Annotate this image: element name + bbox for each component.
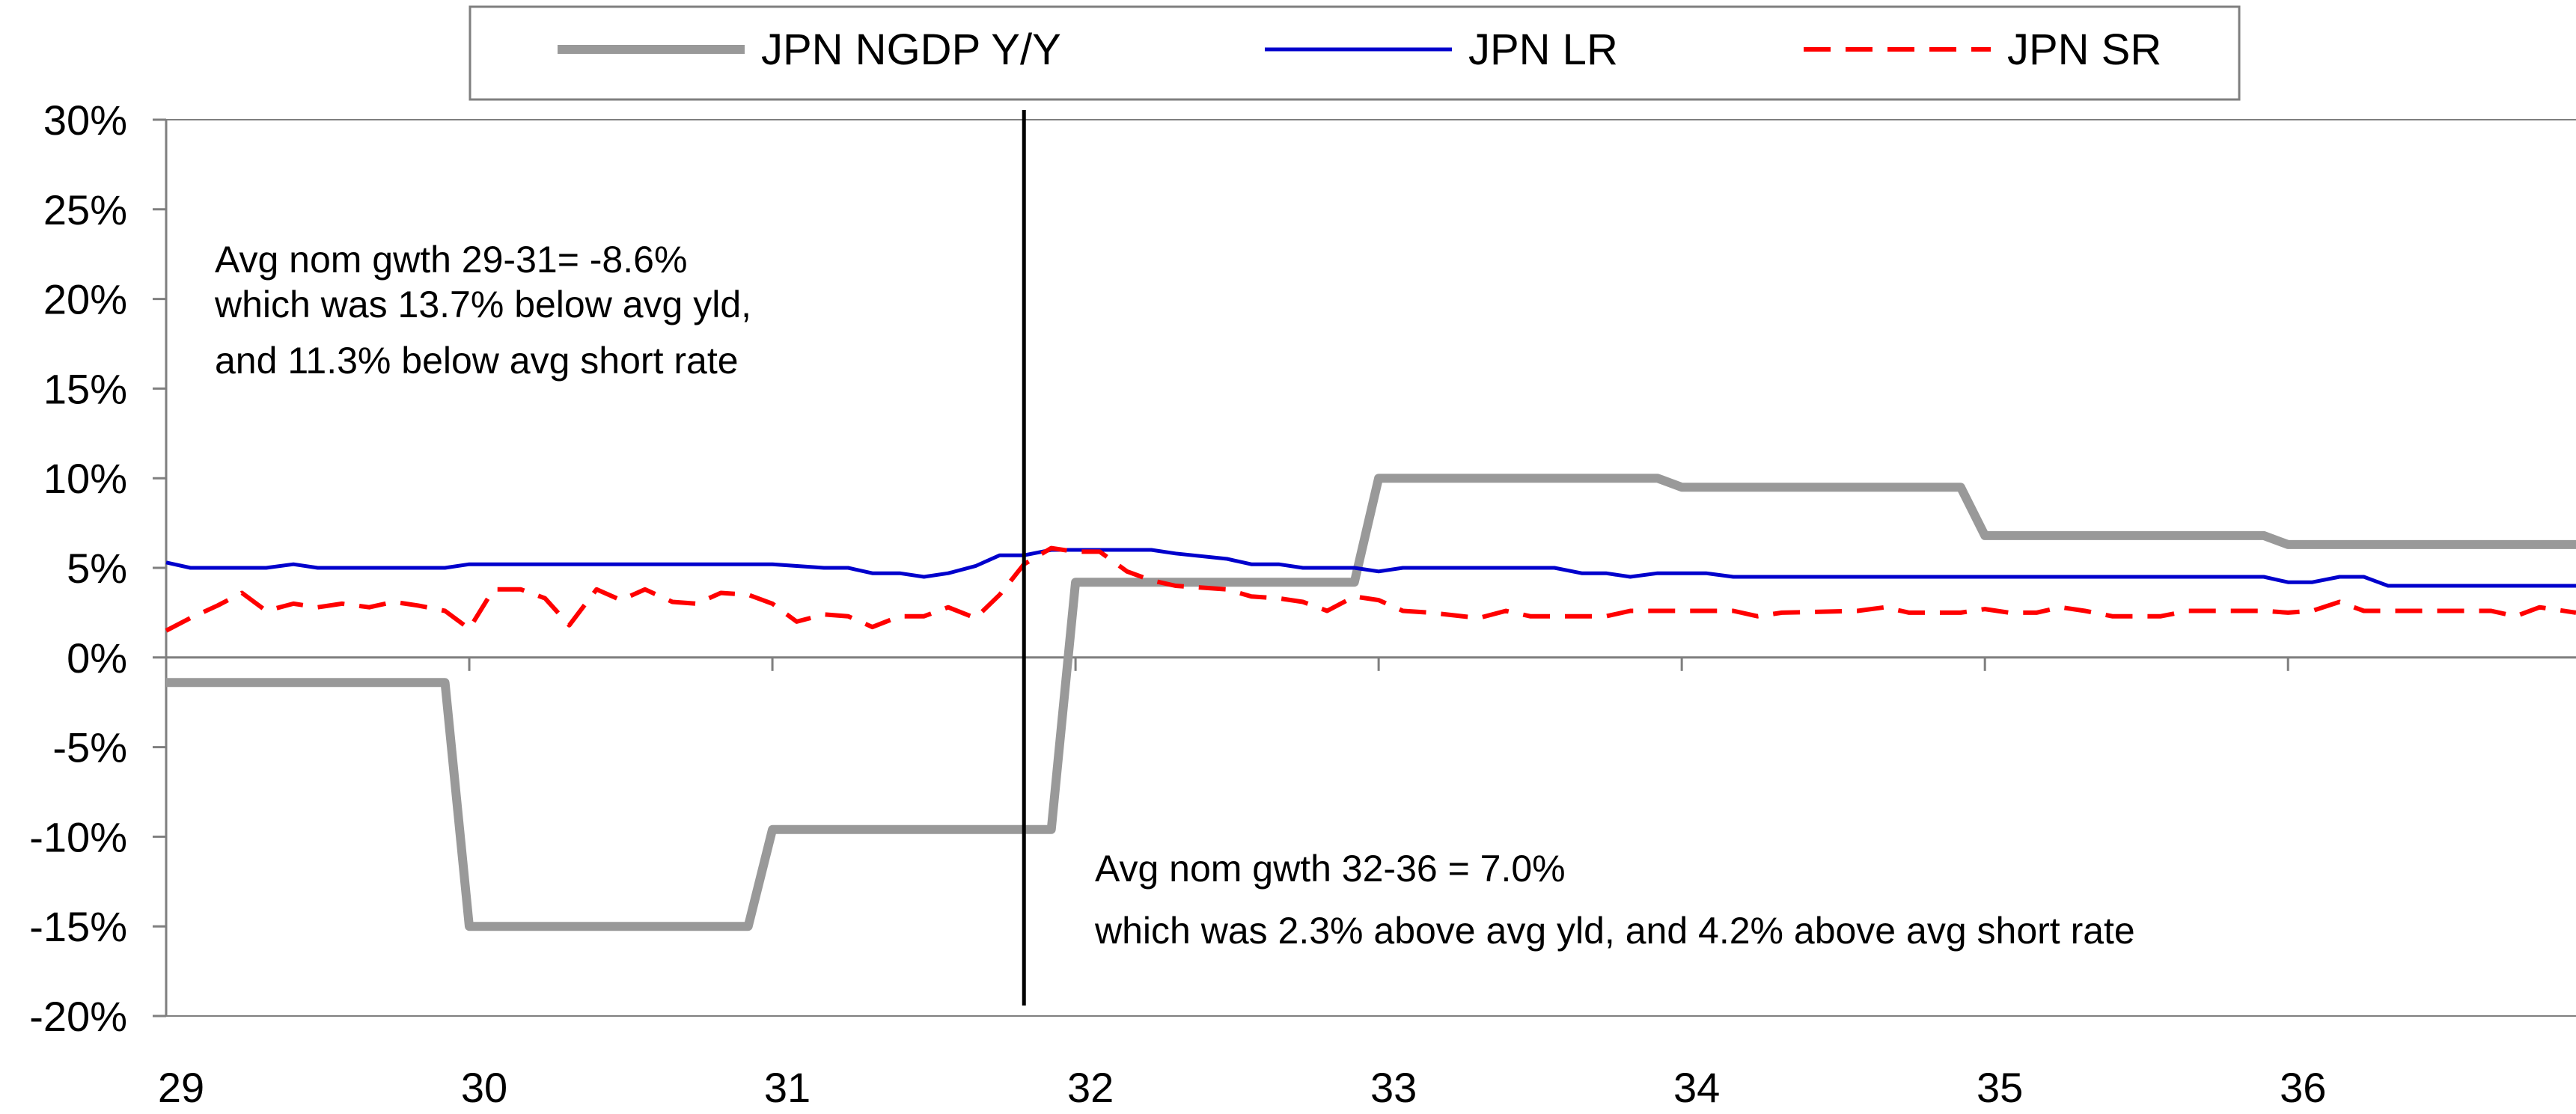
legend-label-ngdp: JPN NGDP Y/Y bbox=[761, 25, 1061, 74]
series-line-ngdp bbox=[166, 474, 2576, 931]
y-tick-label: 30% bbox=[43, 97, 127, 144]
x-tick-label: 31 bbox=[764, 1064, 811, 1111]
legend: JPN NGDP Y/Y JPN LR JPN SR bbox=[468, 5, 2241, 101]
y-tick-label: -20% bbox=[29, 993, 127, 1040]
x-tick-label: 36 bbox=[2280, 1064, 2326, 1111]
y-tick-label: 0% bbox=[67, 634, 127, 682]
x-tick-label: 34 bbox=[1673, 1064, 1720, 1111]
series-line-lr bbox=[165, 548, 2576, 588]
annotation-right: Avg nom gwth 32-36 = 7.0% which was 2.3%… bbox=[1094, 848, 2135, 952]
x-tick-label: 35 bbox=[1977, 1064, 2023, 1111]
annotation-right-line-1: Avg nom gwth 32-36 = 7.0% bbox=[1095, 848, 1566, 890]
annotation-left-line-1: Avg nom gwth 29-31= -8.6% bbox=[215, 239, 687, 281]
series-lines bbox=[165, 474, 2576, 931]
y-tick-label: 25% bbox=[43, 186, 127, 233]
x-tick-label: 30 bbox=[461, 1064, 507, 1111]
x-tick-label: 29 bbox=[158, 1064, 204, 1111]
y-tick-label: 20% bbox=[43, 276, 127, 323]
annotation-right-line-2: which was 2.3% above avg yld, and 4.2% a… bbox=[1094, 910, 2135, 952]
x-axis-tick-labels: 29 30 31 32 33 34 35 36 bbox=[158, 1064, 2327, 1111]
x-tick-label: 33 bbox=[1370, 1064, 1417, 1111]
y-axis-tick-labels: 30% 25% 20% 15% 10% 5% 0% -5% -10% -15% -20% bbox=[29, 97, 127, 1040]
y-tick-label: 10% bbox=[43, 455, 127, 502]
annotation-left: Avg nom gwth 29-31= -8.6% which was 13.7… bbox=[214, 239, 751, 382]
y-tick-label: -15% bbox=[29, 903, 127, 950]
legend-box bbox=[468, 5, 2241, 101]
y-tick-label: 15% bbox=[43, 365, 127, 412]
legend-label-sr: JPN SR bbox=[2007, 25, 2161, 74]
axes bbox=[153, 118, 2576, 1017]
annotation-left-line-3: and 11.3% below avg short rate bbox=[215, 340, 739, 382]
y-tick-label: 5% bbox=[67, 545, 127, 592]
x-tick-label: 32 bbox=[1067, 1064, 1114, 1111]
y-tick-label: -10% bbox=[29, 813, 127, 860]
y-tick-label: -5% bbox=[52, 724, 127, 771]
legend-label-lr: JPN LR bbox=[1468, 25, 1618, 74]
annotation-left-line-2: which was 13.7% below avg yld, bbox=[214, 284, 751, 325]
